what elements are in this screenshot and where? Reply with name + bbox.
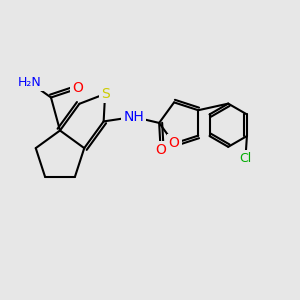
Text: S: S xyxy=(101,87,110,101)
Text: Cl: Cl xyxy=(239,152,252,165)
Text: NH: NH xyxy=(123,110,144,124)
Text: H₂N: H₂N xyxy=(18,76,42,89)
Text: O: O xyxy=(155,143,166,157)
Text: O: O xyxy=(169,136,179,151)
Text: O: O xyxy=(73,82,83,95)
